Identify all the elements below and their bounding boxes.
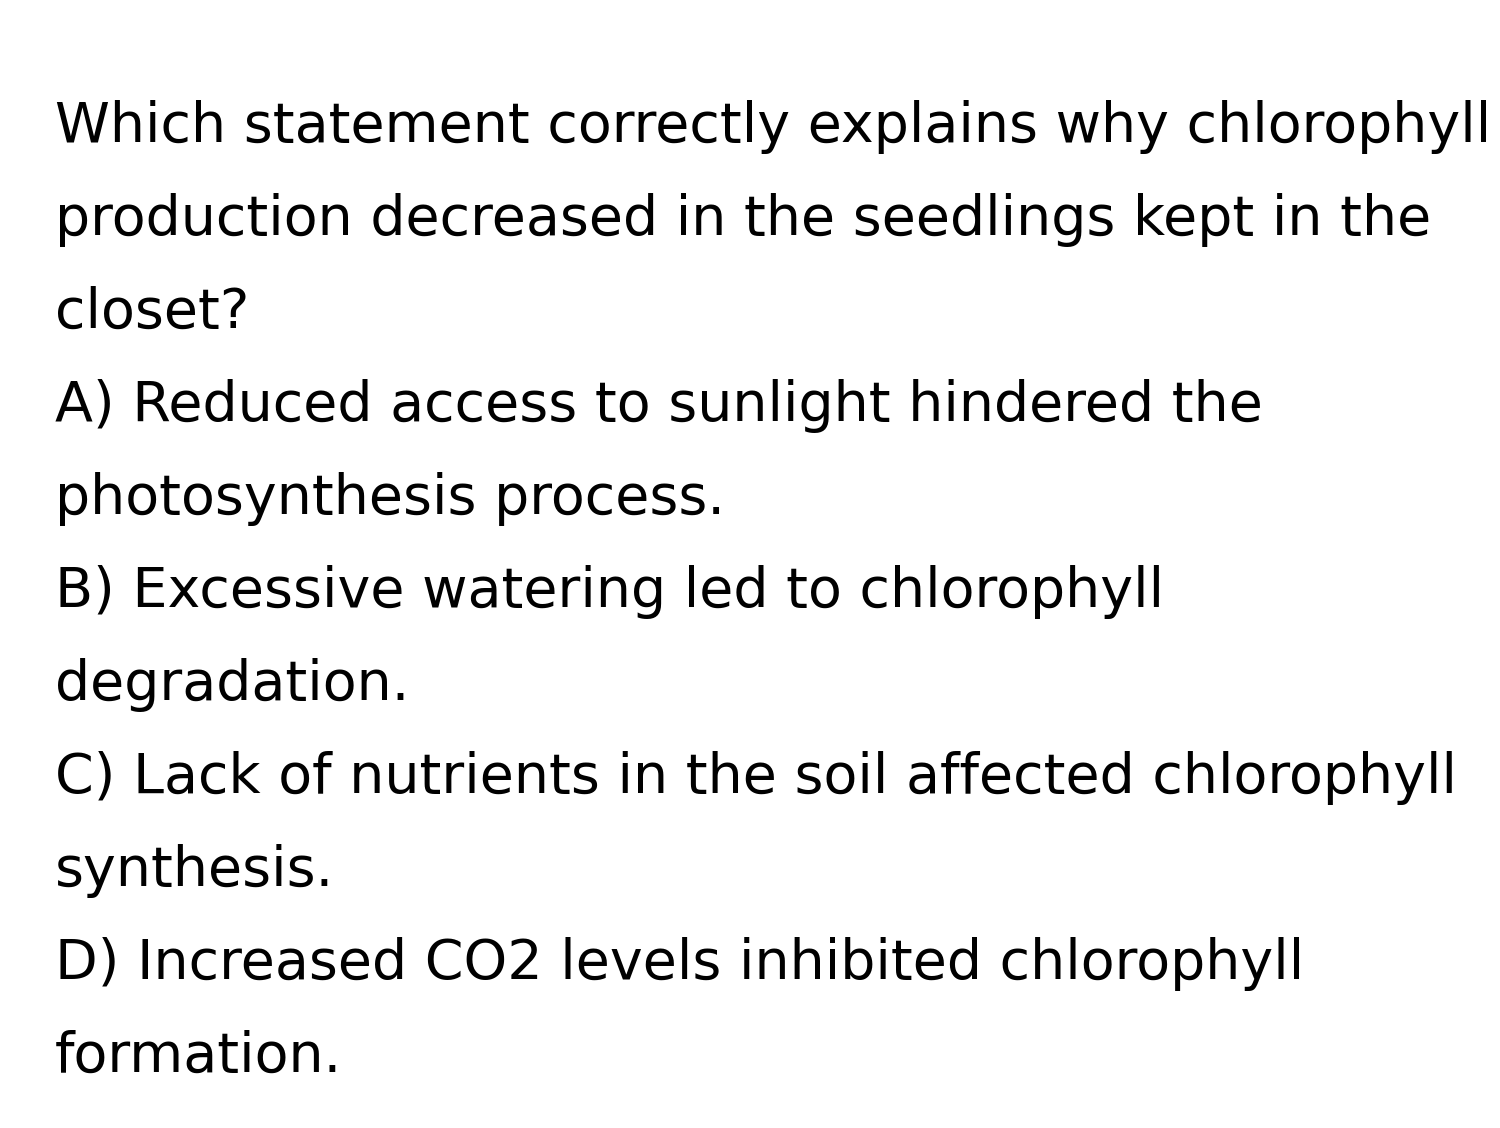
- Text: production decreased in the seedlings kept in the: production decreased in the seedlings ke…: [56, 193, 1431, 247]
- Text: degradation.: degradation.: [56, 658, 410, 712]
- Text: formation.: formation.: [56, 1030, 342, 1084]
- Text: closet?: closet?: [56, 287, 249, 340]
- Text: synthesis.: synthesis.: [56, 844, 334, 898]
- Text: D) Increased CO2 levels inhibited chlorophyll: D) Increased CO2 levels inhibited chloro…: [56, 937, 1304, 992]
- Text: C) Lack of nutrients in the soil affected chlorophyll: C) Lack of nutrients in the soil affecte…: [56, 751, 1456, 805]
- Text: A) Reduced access to sunlight hindered the: A) Reduced access to sunlight hindered t…: [56, 379, 1263, 433]
- Text: Which statement correctly explains why chlorophyll: Which statement correctly explains why c…: [56, 100, 1491, 155]
- Text: photosynthesis process.: photosynthesis process.: [56, 472, 724, 526]
- Text: B) Excessive watering led to chlorophyll: B) Excessive watering led to chlorophyll: [56, 565, 1164, 619]
